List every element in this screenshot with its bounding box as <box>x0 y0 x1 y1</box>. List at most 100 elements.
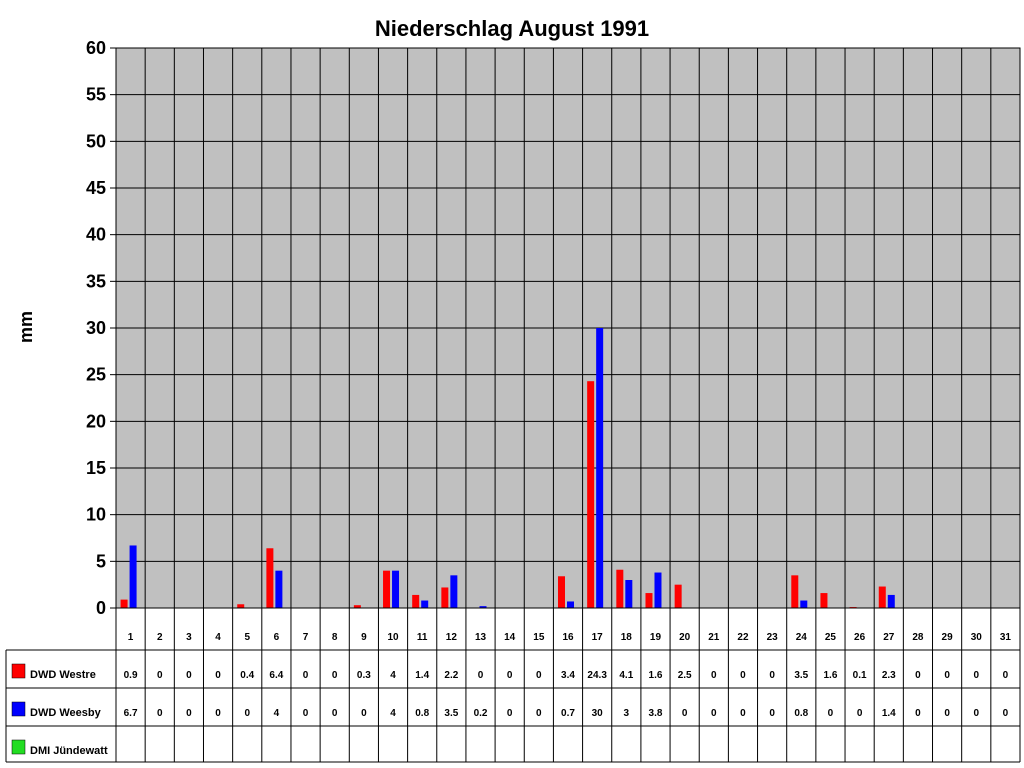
y-tick-label: 30 <box>86 318 106 338</box>
bar-dwd-westre-16 <box>558 576 565 608</box>
data-label: 3.8 <box>649 708 663 719</box>
data-label: 4 <box>390 708 396 719</box>
data-label: 0 <box>740 708 746 719</box>
data-label: 1.4 <box>415 670 429 681</box>
x-tick-label: 2 <box>157 632 163 643</box>
bar-dwd-westre-10 <box>383 570 391 608</box>
data-label: 0.3 <box>357 670 371 681</box>
x-tick-label: 7 <box>303 632 309 643</box>
data-label: 0 <box>973 708 979 719</box>
legend-label: DWD Weesby <box>30 707 102 719</box>
bar-dwd-westre-24 <box>791 575 799 608</box>
y-tick-label: 40 <box>86 225 106 245</box>
y-tick-label: 5 <box>96 551 106 571</box>
data-label: 30 <box>592 708 604 719</box>
data-label: 1.4 <box>882 708 896 719</box>
y-tick-label: 50 <box>86 131 106 151</box>
y-tick-label: 55 <box>86 85 106 105</box>
data-label: 0.2 <box>474 708 488 719</box>
data-label: 4 <box>390 670 396 681</box>
data-label: 0 <box>857 708 863 719</box>
x-tick-label: 24 <box>796 632 808 643</box>
data-label: 0 <box>303 708 309 719</box>
data-label: 0.1 <box>853 670 867 681</box>
data-label: 0 <box>828 708 834 719</box>
y-tick-label: 0 <box>96 598 106 618</box>
y-tick-label: 20 <box>86 411 106 431</box>
data-label: 0 <box>944 670 950 681</box>
data-label: 0 <box>332 670 338 681</box>
bar-dwd-westre-11 <box>412 594 420 608</box>
bar-dwd-westre-5 <box>237 604 245 608</box>
data-label: 0 <box>1003 708 1009 719</box>
x-tick-label: 23 <box>767 632 779 643</box>
data-label: 3.4 <box>561 670 575 681</box>
data-label: 0 <box>186 670 192 681</box>
legend-swatch <box>11 739 26 755</box>
data-label: 0 <box>303 670 309 681</box>
data-label: 0 <box>478 670 484 681</box>
data-label: 24.3 <box>587 670 607 681</box>
legend-label: DWD Westre <box>30 669 96 681</box>
data-label: 0.9 <box>124 670 138 681</box>
data-label: 0 <box>157 670 163 681</box>
data-label: 0 <box>215 708 221 719</box>
x-tick-label: 3 <box>186 632 192 643</box>
data-label: 4 <box>274 708 280 719</box>
bar-dwd-westre-27 <box>878 586 886 608</box>
x-tick-label: 30 <box>971 632 983 643</box>
data-label: 0 <box>361 708 367 719</box>
x-tick-label: 19 <box>650 632 662 643</box>
data-label: 0.8 <box>794 708 808 719</box>
x-tick-label: 8 <box>332 632 338 643</box>
data-label: 4.1 <box>619 670 633 681</box>
bar-dwd-westre-20 <box>674 584 682 608</box>
x-tick-label: 17 <box>592 632 604 643</box>
data-label: 0 <box>244 708 250 719</box>
data-label: 0 <box>915 670 921 681</box>
data-label: 3.5 <box>794 670 808 681</box>
bar-dwd-weesby-19 <box>654 572 662 608</box>
legend-swatch <box>11 663 26 679</box>
data-label: 0 <box>332 708 338 719</box>
x-tick-label: 5 <box>244 632 250 643</box>
data-label: 0 <box>507 670 513 681</box>
data-label: 0 <box>769 670 775 681</box>
data-label: 0 <box>711 670 717 681</box>
data-label: 0 <box>536 708 542 719</box>
data-label: 0 <box>915 708 921 719</box>
x-tick-label: 18 <box>621 632 633 643</box>
data-label: 6.4 <box>269 670 283 681</box>
x-tick-label: 13 <box>475 632 487 643</box>
x-tick-label: 9 <box>361 632 367 643</box>
data-label: 0 <box>186 708 192 719</box>
data-label: 2.5 <box>678 670 692 681</box>
x-tick-label: 4 <box>215 632 221 643</box>
data-label: 0.4 <box>240 670 254 681</box>
x-tick-label: 1 <box>128 632 134 643</box>
x-tick-label: 10 <box>387 632 399 643</box>
data-label: 0.7 <box>561 708 575 719</box>
data-label: 2.3 <box>882 670 896 681</box>
bar-dwd-westre-25 <box>820 593 828 608</box>
bar-dwd-weesby-17 <box>596 328 604 608</box>
x-tick-label: 25 <box>825 632 837 643</box>
x-tick-label: 28 <box>912 632 924 643</box>
plot-area: 0 5 10 15 20 25 30 35 40 45 50 55 60 <box>86 38 1021 618</box>
x-tick-label: 6 <box>274 632 280 643</box>
data-label: 2.2 <box>444 670 458 681</box>
y-tick-label: 45 <box>86 178 106 198</box>
bar-dwd-weesby-24 <box>800 600 808 608</box>
x-tick-label: 29 <box>942 632 954 643</box>
y-tick-label: 25 <box>86 365 106 385</box>
data-label: 0 <box>157 708 163 719</box>
bar-dwd-weesby-12 <box>450 575 458 608</box>
y-tick-label: 10 <box>86 505 106 525</box>
x-tick-label: 11 <box>417 632 428 643</box>
legend-swatch <box>11 701 26 717</box>
data-label: 0 <box>507 708 513 719</box>
bar-dwd-weesby-6 <box>275 570 283 608</box>
bar-dwd-weesby-27 <box>887 594 895 608</box>
x-tick-label: 31 <box>1000 632 1012 643</box>
